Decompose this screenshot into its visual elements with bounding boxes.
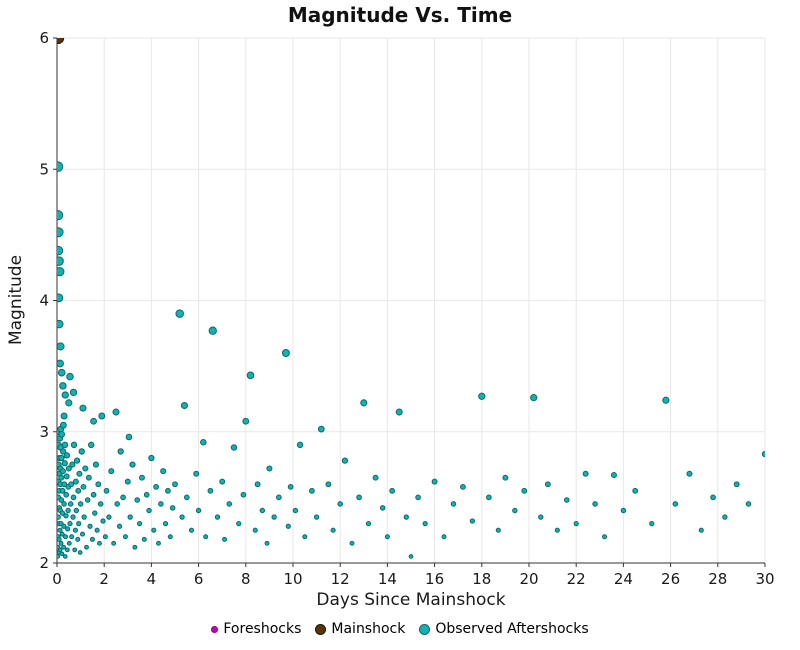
svg-text:8: 8	[241, 570, 251, 588]
legend-label-observed-aftershocks: Observed Aftershocks	[435, 621, 589, 637]
svg-text:14: 14	[378, 570, 397, 588]
svg-text:4: 4	[147, 570, 157, 588]
svg-text:2: 2	[39, 554, 49, 572]
svg-text:2: 2	[99, 570, 109, 588]
chart-title: Magnitude Vs. Time	[287, 3, 513, 27]
aftershocks-marker-icon	[419, 623, 431, 635]
mainshock-marker-icon	[315, 623, 327, 635]
legend-item-mainshock: Mainshock	[315, 621, 405, 637]
svg-text:22: 22	[567, 570, 586, 588]
svg-text:5: 5	[39, 160, 49, 178]
legend-label-mainshock: Mainshock	[331, 621, 406, 637]
svg-text:18: 18	[472, 570, 491, 588]
svg-text:20: 20	[519, 570, 538, 588]
gridlines	[56, 37, 766, 564]
svg-text:6: 6	[194, 570, 204, 588]
chart-legend: Foreshocks Mainshock Observed Aftershock…	[0, 621, 800, 637]
foreshocks-marker-icon	[211, 625, 219, 633]
svg-text:24: 24	[614, 570, 633, 588]
svg-text:0: 0	[52, 570, 62, 588]
svg-text:6: 6	[39, 29, 49, 47]
x-axis-label: Days Since Mainshock	[316, 590, 506, 610]
svg-text:28: 28	[708, 570, 727, 588]
svg-text:3: 3	[39, 423, 49, 441]
svg-text:4: 4	[39, 292, 49, 310]
svg-text:10: 10	[283, 570, 302, 588]
data-points	[57, 38, 765, 559]
svg-text:16: 16	[425, 570, 444, 588]
legend-item-observed-aftershocks: Observed Aftershocks	[419, 621, 589, 637]
svg-text:30: 30	[755, 570, 774, 588]
svg-text:12: 12	[331, 570, 350, 588]
legend-label-foreshocks: Foreshocks	[223, 621, 302, 637]
legend-item-foreshocks: Foreshocks	[211, 621, 301, 637]
svg-text:26: 26	[661, 570, 680, 588]
